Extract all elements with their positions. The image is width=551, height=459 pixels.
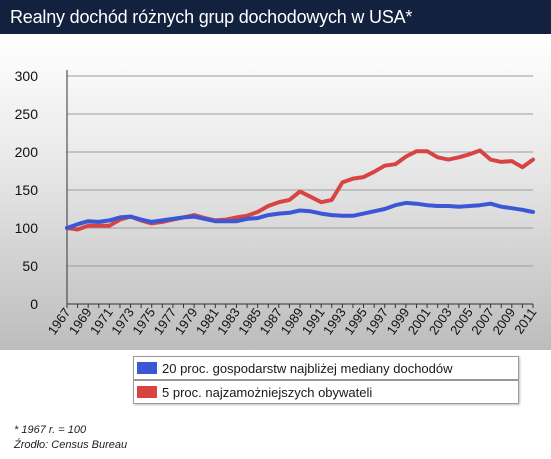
x-tick-label-2003: 2003 [426,305,455,337]
y-tick-label-200: 200 [15,144,39,160]
x-tick-label-1981: 1981 [193,305,222,337]
y-tick-label-0: 0 [30,296,38,312]
legend-swatch-red [137,386,157,398]
legend-entry-top5: 5 proc. najzamożniejszych obywateli [133,380,519,404]
x-tick-label-1987: 1987 [256,305,285,337]
x-tick-label-2009: 2009 [489,305,518,337]
x-tick-label-2001: 2001 [405,305,434,337]
y-tick-label-250: 250 [15,106,39,122]
x-tick-label-1989: 1989 [278,305,307,337]
x-tick-label-2007: 2007 [468,305,497,337]
series-line-0 [65,200,535,230]
x-tick-label-1997: 1997 [362,305,391,337]
chart-title: Realny dochód różnych grup dochodowych w… [10,6,413,27]
x-tick-label-1995: 1995 [341,305,370,337]
y-tick-label-50: 50 [22,258,38,274]
legend-label-median: 20 proc. gospodarstw najbliżej mediany d… [162,360,453,376]
source-note: Źrodło: Census Bureau [14,439,128,451]
y-tick-label-300: 300 [15,68,39,84]
x-tick-label-1999: 1999 [383,305,412,337]
chart-area: 0 50 100 150 200 250 300 1967 1969 1971 1973 1975 19… [0,34,551,350]
legend-label-top5: 5 proc. najzamożniejszych obywateli [162,384,373,400]
x-tick-label-1979: 1979 [172,305,201,337]
x-tick-label-2011: 2011 [511,305,539,337]
x-tick-label-1977: 1977 [150,305,179,337]
x-tick-label-1969: 1969 [66,305,95,337]
x-tick-label-1993: 1993 [320,305,349,337]
y-tick-label-100: 100 [15,220,39,236]
title-bar: Realny dochód różnych grup dochodowych w… [0,0,551,34]
x-tick-label-1971: 1971 [87,305,116,337]
line-chart: 0501001502002503001967196919711973197519… [15,68,540,337]
x-tick-label-1983: 1983 [214,305,243,337]
y-tick-label-150: 150 [15,182,39,198]
base-year-note: * 1967 r. = 100 [14,424,87,436]
x-tick-label-1991: 1991 [299,305,328,337]
x-tick-label-1973: 1973 [108,305,137,337]
x-tick-label-1975: 1975 [129,305,158,337]
legend-entry-median: 20 proc. gospodarstw najbliżej mediany d… [133,356,519,380]
x-tick-label-2005: 2005 [447,305,476,337]
x-tick-label-1967: 1967 [45,305,74,337]
x-tick-label-1985: 1985 [235,305,264,337]
legend-swatch-blue [137,362,157,374]
